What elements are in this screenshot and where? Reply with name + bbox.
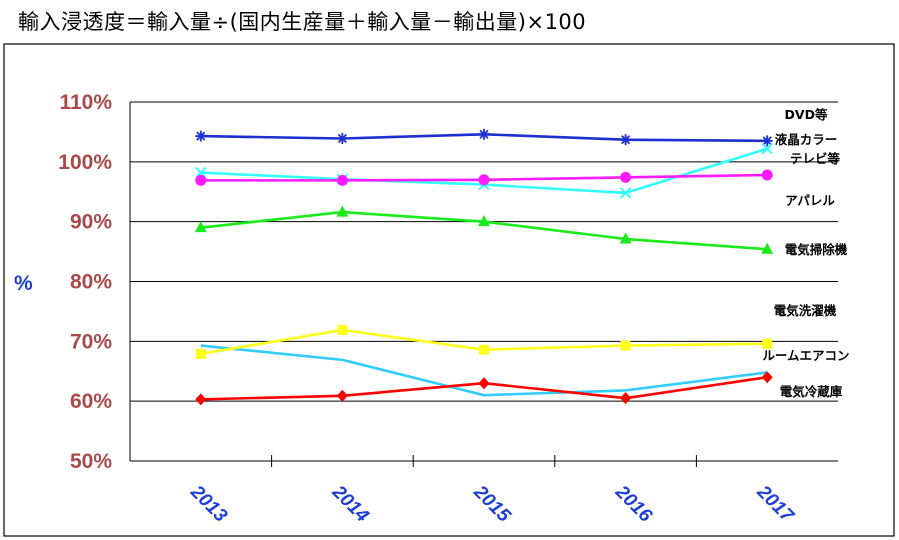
y-tick-label: 90% [70, 211, 112, 234]
series-label: ルームエアコン [762, 348, 849, 363]
series-7-point [195, 393, 207, 406]
y-tick-label: 70% [70, 330, 112, 353]
y-tick-label: 50% [70, 450, 112, 473]
series-label: 電気掃除機 [785, 242, 848, 257]
series-2-point [761, 142, 773, 155]
series-label: DVD等 [785, 107, 828, 122]
series-4-point [619, 232, 632, 244]
series-6-point [337, 324, 348, 335]
series-4-point [194, 221, 207, 233]
series-6-point [479, 344, 489, 355]
series-2-point [195, 166, 207, 179]
series-label: テレビ等 [790, 151, 841, 166]
series-6-point [620, 340, 631, 351]
series-5 [200, 344, 768, 397]
series-4 [194, 205, 774, 254]
series-3-point [336, 174, 348, 186]
y-tick-label: 110% [59, 91, 112, 114]
series-label: 電気洗濯機 [774, 303, 837, 318]
series-5-line [200, 344, 768, 397]
series-layer [194, 128, 774, 406]
series-1 [195, 128, 773, 147]
series-4-point [761, 242, 774, 254]
series-3-point [195, 174, 207, 186]
chart-frame [3, 43, 895, 537]
series-7-point [620, 392, 632, 405]
series-7-point [761, 371, 773, 384]
series-7-point [336, 389, 348, 402]
series-3-point [761, 169, 773, 181]
series-6-point [195, 348, 206, 359]
series-1-point [761, 135, 773, 147]
series-1-point [195, 130, 207, 142]
series-label: 電気冷蔵庫 [780, 384, 843, 399]
series-3-point [478, 174, 490, 186]
series-6-point [762, 338, 773, 349]
series-2-point [619, 187, 632, 199]
series-4-point [336, 205, 349, 217]
y-tick-label: 60% [70, 390, 112, 413]
series-label: アパレル [785, 193, 835, 208]
series-4-point [478, 215, 490, 227]
series-1-point [620, 134, 632, 146]
series-1-point [478, 128, 490, 140]
y-axis-label: % [14, 272, 33, 295]
y-tick-label: 100% [58, 151, 112, 174]
series-1-point [336, 132, 348, 144]
y-tick-label: 80% [70, 271, 112, 294]
series-7-point [478, 377, 490, 390]
page-title: 輸入浸透度＝輸入量÷(国内生産量＋輸入量－輸出量)×100 [18, 10, 587, 34]
series-label: 液晶カラー [775, 132, 838, 147]
series-7 [195, 371, 773, 406]
series-6 [195, 324, 773, 359]
series-3 [195, 169, 773, 186]
series-3-point [620, 171, 632, 183]
